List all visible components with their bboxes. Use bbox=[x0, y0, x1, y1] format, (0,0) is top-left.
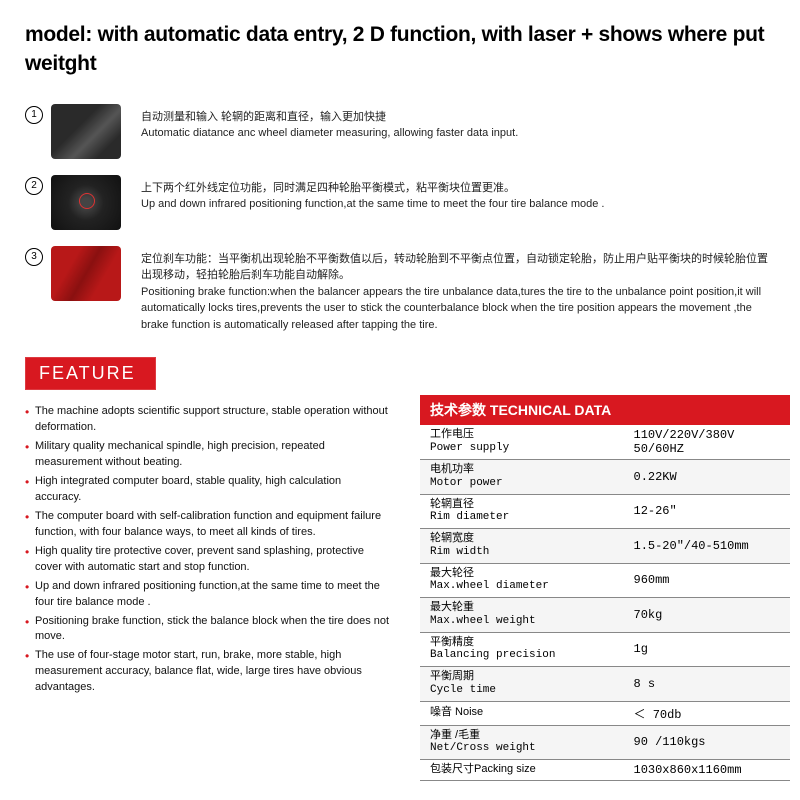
technical-data-table: 技术参数 TECHNICAL DATA 工作电压Power supply110V… bbox=[420, 395, 790, 781]
spec-label: 轮辋直径Rim diameter bbox=[420, 494, 624, 529]
feature-number: 3 bbox=[25, 248, 43, 266]
feature-bullet: High integrated computer board, stable q… bbox=[25, 474, 390, 506]
feature-text: 上下两个红外线定位功能，同时满足四种轮胎平衡模式，粘平衡块位置更准。Up and… bbox=[141, 175, 605, 213]
spec-value: 960mm bbox=[624, 563, 791, 598]
table-row: 轮辋直径Rim diameter12-26″ bbox=[420, 494, 790, 529]
feature-bullet: Up and down infrared positioning functio… bbox=[25, 579, 390, 611]
table-row: 包装尺寸Packing size1030x860x1160mm bbox=[420, 760, 790, 781]
spec-label: 包装尺寸Packing size bbox=[420, 760, 624, 781]
table-row: 净重 /毛重Net/Cross weight90 /110kgs bbox=[420, 725, 790, 760]
feature-item-2: 2 上下两个红外线定位功能，同时满足四种轮胎平衡模式，粘平衡块位置更准。Up an… bbox=[25, 175, 775, 230]
spec-value: 8 s bbox=[624, 667, 791, 702]
feature-badge: FEATURE bbox=[25, 357, 156, 390]
feature-number: 1 bbox=[25, 106, 43, 124]
feature-thumbnail bbox=[51, 175, 121, 230]
feature-text: 定位刹车功能：当平衡机出现轮胎不平衡数值以后，转动轮胎到不平衡点位置，自动锁定轮… bbox=[141, 246, 775, 334]
table-row: 工作电压Power supply110V/220V/380V 50/60HZ bbox=[420, 425, 790, 460]
spec-label: 轮辋宽度Rim width bbox=[420, 529, 624, 564]
spec-value: 110V/220V/380V 50/60HZ bbox=[624, 425, 791, 460]
feature-item-3: 3 定位刹车功能：当平衡机出现轮胎不平衡数值以后，转动轮胎到不平衡点位置，自动锁定… bbox=[25, 246, 775, 334]
spec-label: 最大轮重Max.wheel weight bbox=[420, 598, 624, 633]
spec-label: 最大轮径Max.wheel diameter bbox=[420, 563, 624, 598]
tech-table-header: 技术参数 TECHNICAL DATA bbox=[420, 395, 790, 425]
table-row: 最大轮重Max.wheel weight70kg bbox=[420, 598, 790, 633]
table-row: 平衡精度Balancing precision 1g bbox=[420, 632, 790, 667]
feature-thumbnail bbox=[51, 246, 121, 301]
feature-column: FEATURE The machine adopts scientific su… bbox=[25, 349, 390, 699]
table-row: 最大轮径Max.wheel diameter960mm bbox=[420, 563, 790, 598]
feature-bullet-list: The machine adopts scientific support st… bbox=[25, 404, 390, 696]
feature-bullet: Military quality mechanical spindle, hig… bbox=[25, 439, 390, 471]
numbered-features: 1 自动测量和输入 轮辋的距离和直径，输入更加快捷Automatic diatan… bbox=[25, 104, 775, 334]
spec-label: 噪音 Noise bbox=[420, 701, 624, 725]
table-row: 轮辋宽度Rim width1.5-20″/40-510mm bbox=[420, 529, 790, 564]
spec-label: 净重 /毛重Net/Cross weight bbox=[420, 725, 624, 760]
feature-bullet: Positioning brake function, stick the ba… bbox=[25, 614, 390, 646]
feature-thumbnail bbox=[51, 104, 121, 159]
feature-bullet: High quality tire protective cover, prev… bbox=[25, 544, 390, 576]
feature-number: 2 bbox=[25, 177, 43, 195]
spec-value: 1.5-20″/40-510mm bbox=[624, 529, 791, 564]
feature-bullet: The computer board with self-calibration… bbox=[25, 509, 390, 541]
spec-label: 平衡周期Cycle time bbox=[420, 667, 624, 702]
spec-value: ＜ 70db bbox=[624, 701, 791, 725]
table-row: 噪音 Noise＜ 70db bbox=[420, 701, 790, 725]
feature-bullet: The use of four-stage motor start, run, … bbox=[25, 648, 390, 696]
feature-bullet: The machine adopts scientific support st… bbox=[25, 404, 390, 436]
spec-value: 90 /110kgs bbox=[624, 725, 791, 760]
spec-value: 1g bbox=[624, 632, 791, 667]
spec-value: 70kg bbox=[624, 598, 791, 633]
spec-value: 12-26″ bbox=[624, 494, 791, 529]
spec-label: 工作电压Power supply bbox=[420, 425, 624, 460]
spec-label: 电机功率Motor power bbox=[420, 460, 624, 495]
spec-value: 1030x860x1160mm bbox=[624, 760, 791, 781]
feature-item-1: 1 自动测量和输入 轮辋的距离和直径，输入更加快捷Automatic diatan… bbox=[25, 104, 775, 159]
feature-text: 自动测量和输入 轮辋的距离和直径，输入更加快捷Automatic diatanc… bbox=[141, 104, 518, 142]
page-title: model: with automatic data entry, 2 D fu… bbox=[25, 20, 775, 79]
table-row: 平衡周期Cycle time8 s bbox=[420, 667, 790, 702]
spec-label: 平衡精度Balancing precision bbox=[420, 632, 624, 667]
table-row: 电机功率Motor power0.22KW bbox=[420, 460, 790, 495]
spec-value: 0.22KW bbox=[624, 460, 791, 495]
